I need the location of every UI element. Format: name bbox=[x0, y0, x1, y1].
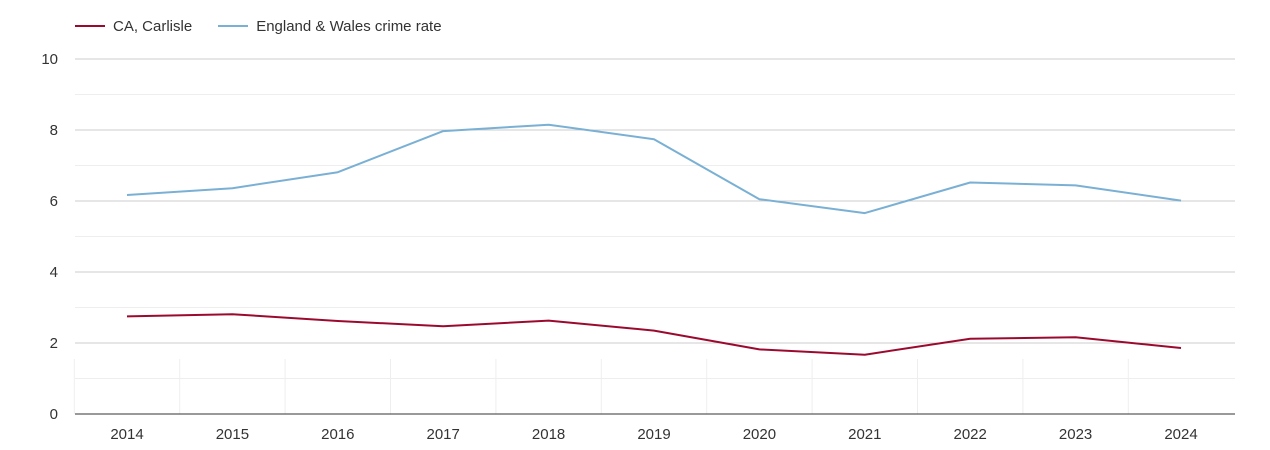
x-tick-label: 2019 bbox=[637, 426, 670, 443]
series-lines bbox=[126, 123, 1182, 356]
y-tick-label: 6 bbox=[50, 193, 58, 210]
x-tick-label: 2021 bbox=[848, 426, 881, 443]
y-tick-label: 0 bbox=[50, 406, 58, 423]
legend-item-england-wales[interactable]: England & Wales crime rate bbox=[218, 17, 442, 35]
legend-swatch-england-wales bbox=[218, 25, 249, 27]
y-tick-label: 2 bbox=[50, 335, 58, 352]
x-tick-label: 2024 bbox=[1164, 426, 1197, 443]
axes: 0 2 4 6 8 10 2014 2015 2016 2017 2018 2019 2020 2021 2… bbox=[41, 51, 1235, 443]
legend-label-carlisle: CA, Carlisle bbox=[113, 17, 193, 35]
legend-swatch-carlisle bbox=[75, 25, 105, 27]
y-tick-label: 8 bbox=[50, 122, 58, 139]
series-line-england-wales bbox=[126, 123, 1182, 215]
legend-item-carlisle[interactable]: CA, Carlisle bbox=[75, 18, 192, 35]
x-tick-label: 2016 bbox=[321, 426, 354, 443]
x-tick-label: 2020 bbox=[743, 426, 776, 443]
x-tick-label: 2022 bbox=[954, 426, 987, 443]
x-tick-label: 2017 bbox=[427, 426, 460, 443]
y-tick-label: 4 bbox=[50, 264, 58, 281]
x-tick-label: 2014 bbox=[110, 426, 143, 443]
x-tick-label: 2015 bbox=[216, 426, 249, 443]
series-line-carlisle bbox=[126, 313, 1182, 356]
x-tick-label: 2023 bbox=[1059, 426, 1092, 443]
grid-lines bbox=[73, 58, 1235, 414]
legend: CA, Carlisle England & Wales crime rate bbox=[75, 15, 442, 37]
y-tick-label: 10 bbox=[41, 51, 58, 68]
x-tick-label: 2018 bbox=[532, 426, 565, 443]
legend-label-england-wales: England & Wales crime rate bbox=[256, 17, 442, 35]
